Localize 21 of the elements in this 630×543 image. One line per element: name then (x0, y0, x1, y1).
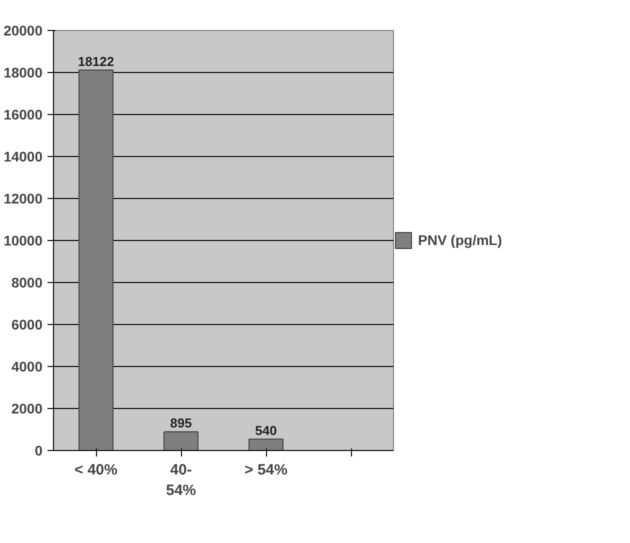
y-tick-label: 16000 (4, 106, 43, 122)
y-tick-label: 0 (34, 442, 43, 458)
x-tick-label: < 40% (74, 462, 118, 478)
x-tick-label: 40-54% (166, 462, 196, 499)
y-tick-label: 18000 (4, 64, 43, 80)
y-tick-label: 20000 (4, 22, 43, 38)
x-tick-label: > 54% (244, 462, 288, 478)
bar (248, 438, 284, 450)
y-tick-label: 14000 (4, 148, 43, 164)
y-tick-label: 6000 (11, 316, 43, 332)
y-tick-label: 4000 (11, 358, 43, 374)
y-tick-label: 2000 (11, 400, 43, 416)
data-label: 895 (170, 416, 192, 431)
y-tick-label: 8000 (11, 274, 43, 290)
data-label: 540 (255, 423, 277, 438)
y-tick-label: 10000 (4, 232, 43, 248)
bar (78, 69, 114, 450)
y-tick-label: 12000 (4, 190, 43, 206)
data-label: 18122 (78, 54, 114, 69)
legend-label: PNV (pg/mL) (418, 232, 502, 248)
bar (164, 431, 198, 450)
